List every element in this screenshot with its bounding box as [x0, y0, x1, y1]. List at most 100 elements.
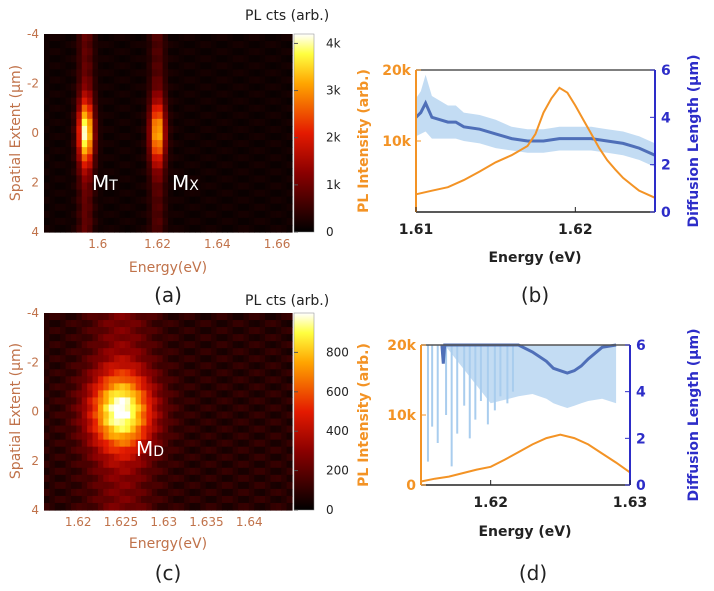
heatmap-cell — [248, 369, 255, 377]
heatmap-cell — [54, 446, 61, 455]
heatmap-cell — [103, 320, 110, 328]
heatmap-cell — [124, 133, 131, 141]
heatmap-cell — [92, 495, 99, 504]
heatmap-cell — [178, 362, 185, 370]
heatmap-cell — [130, 161, 137, 169]
heatmap-cell — [135, 189, 142, 198]
heatmap-cell — [243, 355, 250, 363]
heatmap-cell — [49, 161, 56, 169]
heatmap-cell — [243, 481, 250, 490]
heatmap-cell — [243, 327, 250, 335]
heatmap-cell — [168, 189, 174, 198]
heatmap-cell — [259, 418, 266, 427]
heatmap-cell — [54, 182, 61, 191]
heatmap-cell — [184, 189, 191, 198]
heatmap-cell — [265, 362, 272, 370]
heatmap-cell — [194, 111, 201, 120]
heatmap-cell — [194, 140, 201, 148]
heatmap-cell — [141, 397, 148, 406]
heatmap-cell — [243, 411, 250, 420]
heatmap-cell — [124, 404, 131, 413]
heatmap-cell — [168, 154, 174, 162]
heatmap-cell — [200, 334, 207, 342]
heatmap-cell — [146, 147, 153, 155]
heatmap-cell — [81, 425, 88, 434]
heatmap-cell — [243, 182, 250, 191]
heatmap-cell — [157, 69, 164, 78]
heatmap-cell — [44, 203, 50, 212]
heatmap-cell — [119, 425, 126, 434]
heatmap-cell — [103, 474, 110, 483]
heatmap-cell — [216, 432, 223, 441]
heatmap-cell — [265, 439, 272, 448]
heatmap-cell — [265, 97, 272, 106]
heatmap-cell — [286, 502, 293, 511]
heatmap-cell — [270, 495, 277, 504]
heatmap-cell — [184, 125, 191, 134]
heatmap-cell — [270, 97, 277, 106]
heatmap-cell — [270, 481, 277, 490]
heatmap-cell — [151, 76, 158, 85]
heatmap-cell — [92, 182, 99, 191]
heatmap-cell — [97, 161, 104, 169]
heatmap-cell — [211, 439, 218, 448]
heatmap-cell — [81, 383, 88, 391]
heatmap-cell — [103, 118, 110, 127]
heatmap-cell — [173, 369, 180, 377]
heatmap-cell — [275, 55, 282, 63]
heatmap-cell — [211, 502, 218, 511]
heatmap-cell — [135, 495, 142, 504]
colorbar-tick-label: 600 — [326, 385, 349, 399]
heatmap-cell — [81, 147, 88, 155]
heatmap-cell — [259, 125, 266, 134]
heatmap-cell — [124, 467, 131, 476]
heatmap-cell — [275, 369, 282, 377]
heatmap-cell — [205, 439, 212, 448]
heatmap-cell — [124, 446, 131, 455]
heatmap-cell — [216, 474, 223, 483]
heatmap-cell — [103, 397, 110, 406]
heatmap-cell — [97, 97, 104, 106]
heatmap-cell — [189, 90, 196, 99]
heatmap-cell — [97, 104, 104, 113]
heatmap-cell — [141, 341, 148, 349]
heatmap-cell — [270, 104, 277, 113]
heatmap-cell — [119, 69, 126, 78]
heatmap-cell — [49, 481, 56, 490]
heatmap-cell — [92, 196, 99, 205]
heatmap-cell — [270, 348, 277, 356]
heatmap-cell — [265, 495, 272, 504]
heatmap-cell — [135, 140, 142, 148]
heatmap-cell — [173, 432, 180, 441]
heatmap-cell — [173, 168, 180, 177]
heatmap-cell — [216, 168, 223, 177]
heatmap-cell — [200, 97, 207, 106]
heatmap-cell — [70, 147, 77, 155]
heatmap-cell — [44, 196, 50, 205]
heatmap-cell — [189, 362, 196, 370]
heatmap-cell — [70, 182, 77, 191]
heatmap-cell — [194, 467, 201, 476]
heatmap-cell — [211, 48, 218, 56]
heatmap-cell — [81, 341, 88, 349]
heatmap-cell — [238, 62, 245, 70]
heatmap-cell — [87, 140, 94, 148]
heatmap-cell — [97, 481, 104, 490]
heatmap-cell — [286, 111, 293, 120]
heatmap-cell — [44, 210, 50, 219]
heatmap-cell — [124, 203, 131, 212]
heatmap-cell — [114, 48, 121, 56]
heatmap-cell — [259, 397, 266, 406]
heatmap-cell — [54, 467, 61, 476]
heatmap-cell — [168, 210, 174, 219]
heatmap-cell — [76, 175, 83, 184]
heatmap-cell — [232, 83, 239, 92]
heatmap-cell — [194, 76, 201, 85]
heatmap-cell — [103, 348, 110, 356]
heatmap-cell — [227, 125, 234, 134]
heatmap-cell — [221, 55, 228, 63]
heatmap-cell — [243, 76, 250, 85]
heatmap-cell — [141, 203, 148, 212]
heatmap-cell — [270, 189, 277, 198]
